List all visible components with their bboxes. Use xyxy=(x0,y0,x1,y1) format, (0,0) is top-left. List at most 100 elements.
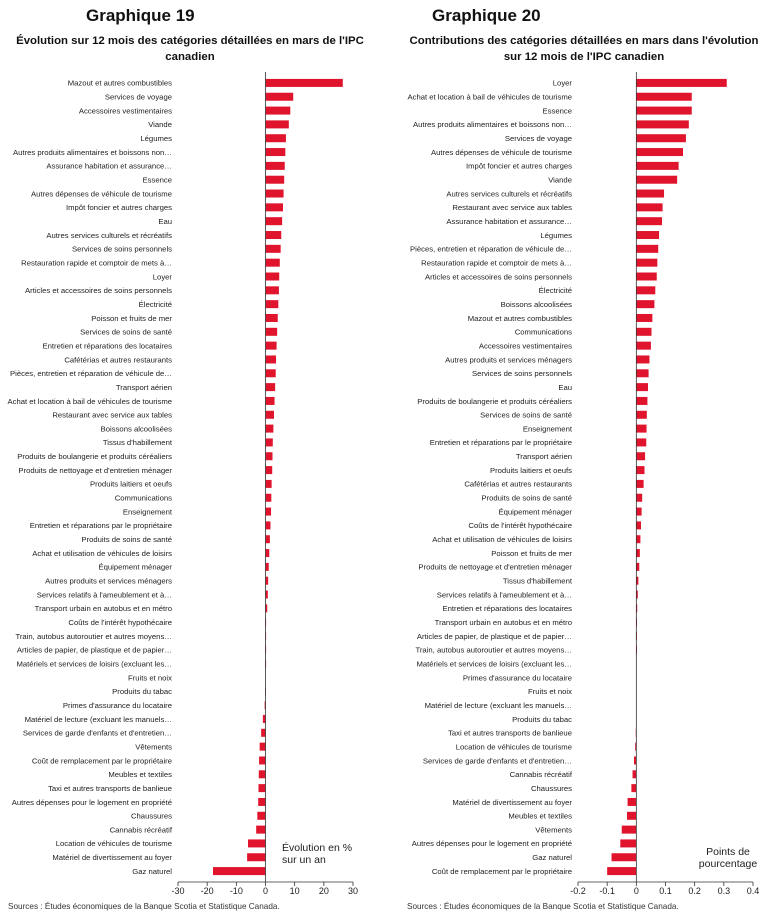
chart-20-category-label: Entretien et réparations par le propriét… xyxy=(430,438,572,447)
chart-19-category-label: Électricité xyxy=(139,300,172,309)
chart-19-bar xyxy=(256,825,266,834)
chart-19-bar xyxy=(265,535,270,544)
chart-20-bar xyxy=(636,189,665,198)
chart-20-category-label: Services de soins de santé xyxy=(480,411,572,420)
chart-19-source: Sources : Études économiques de la Banqu… xyxy=(8,902,280,911)
chart-19-category-label: Impôt foncier et autres charges xyxy=(66,203,172,212)
chart-20-category-label: Fruits et noix xyxy=(528,687,572,696)
chart-19-category-label: Services de soins de santé xyxy=(80,328,172,337)
chart-19-bar xyxy=(258,770,266,779)
chart-20-category-label: Équipement ménager xyxy=(498,507,572,516)
chart-20-category-label: Gaz naturel xyxy=(532,853,572,862)
chart-20-bar xyxy=(636,466,645,475)
chart-19-category-label: Essence xyxy=(143,176,173,185)
chart-20-bar xyxy=(636,203,663,212)
chart-20-bar xyxy=(636,244,659,253)
chart-19-bar xyxy=(265,383,276,392)
chart-20-bar xyxy=(636,369,649,378)
chart-20-bar xyxy=(636,300,655,309)
chart-19-bar xyxy=(265,466,273,475)
chart-19-bar xyxy=(248,839,266,848)
chart-19-x-tick-label: -30 xyxy=(171,886,184,896)
chart-20-category-label: Services de garde d'enfants et d'entreti… xyxy=(423,756,572,765)
chart-20-category-label: Train, autobus autoroutier et autres moy… xyxy=(415,646,572,655)
chart-20-bar xyxy=(636,327,652,336)
chart-19-category-label: Cafétérias et autres restaurants xyxy=(64,355,172,364)
chart-19-bar xyxy=(258,784,266,793)
chart-19-bar xyxy=(265,327,278,336)
chart-19-category-label: Entretien et réparations par le propriét… xyxy=(30,521,172,530)
chart-19-bar xyxy=(265,438,273,447)
chart-20-category-label: Tissus d'habillement xyxy=(503,577,573,586)
chart-19-bar xyxy=(265,507,272,516)
chart-19-category-label: Enseignement xyxy=(123,507,173,516)
chart-20-category-label: Loyer xyxy=(553,79,573,88)
chart-20-panel: Graphique 20 Contributions des catégorie… xyxy=(385,0,769,923)
chart-19-category-label: Boissons alcoolisées xyxy=(101,424,173,433)
chart-20-x-tick-label: -0.1 xyxy=(599,886,615,896)
chart-20-bar xyxy=(636,106,692,115)
chart-19-category-label: Services de garde d'enfants et d'entreti… xyxy=(23,729,172,738)
chart-20-category-label: Autres produits alimentaires et boissons… xyxy=(413,120,572,129)
chart-19-bar xyxy=(265,148,286,157)
chart-20-category-label: Pièces, entretien et réparation de véhic… xyxy=(410,245,572,254)
chart-19-category-label: Gaz naturel xyxy=(132,867,172,876)
chart-19-category-label: Produits de boulangerie et produits céré… xyxy=(17,452,172,461)
chart-20-x-tick-label: 0.2 xyxy=(688,886,701,896)
chart-19-category-label: Vêtements xyxy=(135,742,172,751)
chart-19-category-label: Coût de remplacement par le propriétaire xyxy=(32,756,172,765)
chart-20-bar xyxy=(636,383,648,392)
chart-19-category-label: Restaurant avec service aux tables xyxy=(52,411,172,420)
chart-19-bar xyxy=(265,272,280,281)
chart-19-bar xyxy=(213,867,266,876)
chart-19-category-label: Loyer xyxy=(153,272,173,281)
chart-20-bar xyxy=(611,853,637,862)
chart-20-bar xyxy=(632,770,637,779)
chart-19-bar xyxy=(265,78,343,87)
chart-19-subtitle: Évolution sur 12 mois des catégories dét… xyxy=(16,35,364,63)
chart-19-bar xyxy=(265,313,278,322)
chart-19-bar xyxy=(265,549,270,558)
chart-19-bar xyxy=(265,562,269,571)
chart-19-bar xyxy=(265,479,272,488)
chart-19-bar xyxy=(265,106,291,115)
chart-19-bar xyxy=(265,258,280,267)
chart-20-category-label: Produits de nettoyage et d'entretien mén… xyxy=(418,563,572,572)
chart-19-bar xyxy=(265,120,289,129)
chart-19-bar xyxy=(265,521,271,530)
chart-19-category-label: Cannabis récréatif xyxy=(110,825,173,834)
chart-20-category-label: Autres dépenses de véhicule de tourisme xyxy=(431,148,572,157)
chart-20-bar xyxy=(631,784,637,793)
chart-19-bar xyxy=(265,175,285,184)
chart-19-category-label: Articles de papier, de plastique et de p… xyxy=(17,646,172,655)
chart-20-category-label: Coût de remplacement par le propriétaire xyxy=(432,867,572,876)
chart-19-bar xyxy=(265,203,283,212)
chart-20-unit-label: Points de pourcentage xyxy=(698,846,758,870)
chart-19-category-label: Matériel de divertissement au foyer xyxy=(52,853,172,862)
chart-20-category-label: Meubles et textiles xyxy=(508,812,572,821)
chart-19-bar xyxy=(265,286,279,295)
chart-19-unit-label: Évolution en % sur un an xyxy=(282,842,353,866)
chart-19-category-label: Produits laitiers et oeufs xyxy=(90,480,172,489)
chart-20-bar xyxy=(636,493,643,502)
chart-19-bar xyxy=(265,424,274,433)
chart-20-category-label: Produits de boulangerie et produits céré… xyxy=(417,397,572,406)
chart-20-category-label: Autres dépenses pour le logement en prop… xyxy=(412,839,572,848)
chart-20-bar xyxy=(636,175,678,184)
chart-19-x-tick-label: 0 xyxy=(263,886,268,896)
chart-20-bar xyxy=(636,272,657,281)
chart-19-category-label: Meubles et textiles xyxy=(108,770,172,779)
chart-19-bar xyxy=(265,604,268,613)
chart-19-bar xyxy=(265,396,275,405)
chart-20-category-label: Électricité xyxy=(539,286,572,295)
chart-20-category-label: Autres produits et services ménagers xyxy=(445,355,572,364)
chart-20-category-label: Restauration rapide et comptoir de mets … xyxy=(421,258,572,267)
chart-19-title: Graphique 19 xyxy=(86,6,195,25)
chart-19-bar xyxy=(259,756,266,765)
chart-20-category-label: Coûts de l'intérêt hypothécaire xyxy=(468,521,572,530)
chart-19-bar xyxy=(265,493,272,502)
chart-20-bar xyxy=(636,549,640,558)
chart-19-category-label: Mazout et autres combustibles xyxy=(68,79,172,88)
chart-20-bar xyxy=(627,811,637,820)
chart-19-category-label: Achat et location à bail de véhicules de… xyxy=(7,397,172,406)
